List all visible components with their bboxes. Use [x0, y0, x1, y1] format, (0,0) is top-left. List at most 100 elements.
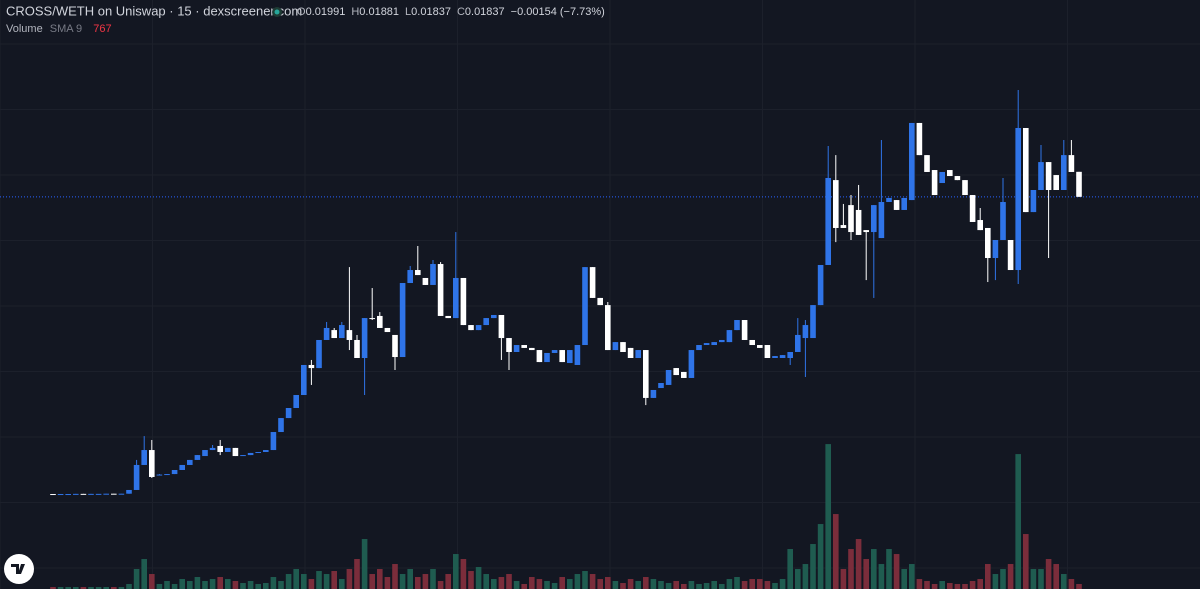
volume-bar	[658, 581, 664, 589]
ohlc-legend: O0.01991 H0.01881 L0.01837 C0.01837 −0.00154…	[297, 6, 605, 18]
candle-body	[475, 325, 482, 331]
candle-body	[772, 356, 778, 359]
candle-body	[422, 277, 429, 285]
candle-body	[521, 345, 527, 348]
candle-body	[544, 352, 550, 363]
candle-body	[931, 170, 938, 196]
candle-body	[209, 447, 216, 451]
candle-body	[833, 180, 839, 228]
candle-body	[1076, 171, 1082, 197]
volume-bar	[80, 587, 87, 589]
candle-body	[969, 195, 976, 222]
volume-bar	[574, 574, 581, 589]
volume-bar	[726, 579, 733, 589]
candle-body	[582, 267, 588, 346]
volume-bar	[992, 574, 999, 589]
volume-bar	[886, 549, 892, 589]
candle-body	[384, 327, 391, 333]
candle-body	[217, 445, 223, 452]
volume-bar	[323, 574, 330, 589]
volume-bar	[931, 584, 938, 589]
candle-body	[430, 264, 436, 285]
candle-body	[825, 177, 831, 265]
volume-bar	[597, 579, 603, 589]
candle-body	[156, 474, 163, 476]
volume-bar	[331, 571, 337, 589]
volume-bar	[871, 549, 877, 589]
candle-body	[605, 305, 611, 351]
candle-body	[658, 382, 664, 389]
candle-body	[1030, 189, 1037, 213]
candle-body	[270, 432, 277, 451]
candle-body	[392, 334, 398, 358]
candle-body	[734, 320, 740, 331]
candle-body	[308, 364, 315, 369]
candle-body	[650, 389, 657, 398]
volume-bar	[673, 581, 679, 589]
candle-body	[764, 345, 771, 359]
volume-bar	[1061, 574, 1067, 589]
volume-bar	[498, 577, 505, 589]
candle-body	[460, 277, 467, 326]
ohlc-label: L	[405, 6, 411, 18]
candle-body	[194, 455, 201, 460]
ohlc-change: −0.00154 (−7.73%)	[511, 6, 605, 18]
candle-body	[316, 339, 322, 369]
candle-body	[255, 451, 261, 453]
ohlc-value: 0.01837	[465, 6, 505, 18]
volume-bar	[825, 444, 831, 589]
candle-body	[301, 364, 307, 396]
candle-body	[50, 494, 56, 496]
volume-bar	[240, 583, 246, 589]
volume-bar	[1076, 584, 1082, 589]
volume-label: Volume	[6, 23, 43, 35]
candle-body	[187, 459, 193, 465]
candle-body	[133, 464, 140, 490]
candle-body	[126, 489, 132, 494]
candle-body	[468, 325, 474, 331]
candle-body	[65, 494, 71, 496]
volume-bar	[171, 584, 178, 589]
candle-body	[103, 493, 109, 495]
volume-bar	[969, 581, 976, 589]
candle-body	[741, 320, 748, 340]
volume-bar	[126, 584, 132, 589]
candle-body	[589, 267, 596, 298]
candle-body	[757, 345, 763, 348]
volume-bar	[620, 583, 626, 589]
volume-bar	[521, 584, 527, 589]
volume-bar	[840, 569, 847, 589]
volume-bar	[513, 581, 520, 589]
volume-bar	[179, 579, 185, 589]
volume-bar	[384, 577, 391, 589]
candle-body	[247, 452, 254, 456]
volume-sma-label: SMA 9	[50, 23, 82, 35]
volume-bar	[164, 581, 170, 589]
volume-bar	[589, 574, 596, 589]
volume-bar	[95, 587, 102, 589]
tradingview-logo[interactable]	[4, 554, 34, 584]
candle-body	[88, 493, 94, 495]
volume-bar	[346, 569, 353, 589]
logo-mark[interactable]	[11, 564, 25, 574]
candle-body	[1038, 162, 1044, 190]
volume-bar	[772, 583, 778, 589]
candle-body	[407, 270, 413, 284]
candle-body	[681, 371, 687, 378]
volume-bar	[468, 571, 474, 589]
candle-body	[354, 339, 360, 359]
candle-body	[977, 220, 983, 231]
volume-bar	[1023, 534, 1029, 589]
volume-bar	[719, 584, 725, 589]
volume-bar	[1045, 559, 1052, 589]
volume-bar	[460, 559, 467, 589]
volume-sma-value: 767	[93, 23, 111, 35]
ohlc-label: O	[297, 6, 306, 18]
candle-body	[1007, 239, 1014, 271]
volume-bar	[810, 544, 816, 589]
candle-body	[848, 205, 854, 233]
candle-body	[787, 351, 793, 359]
candle-body	[939, 171, 945, 184]
